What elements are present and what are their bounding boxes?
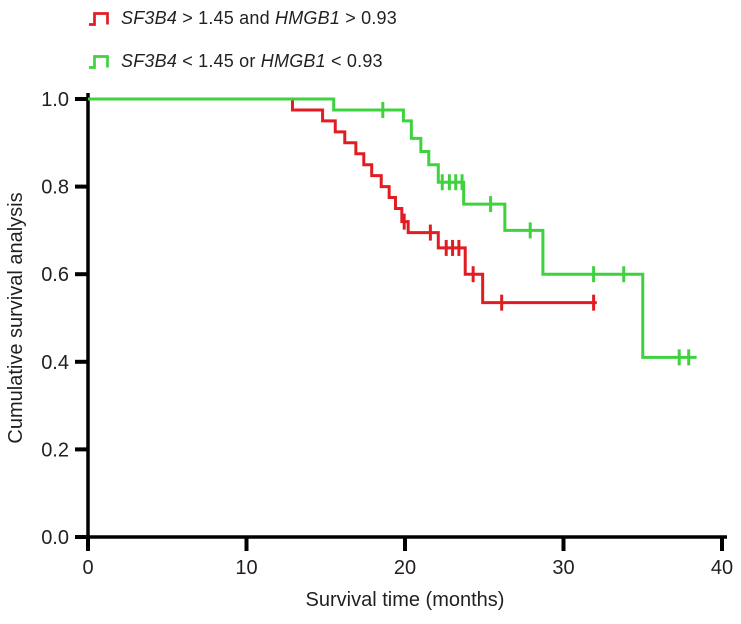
chart-legend: SF3B4 > 1.45 and HMGB1 > 0.93 SF3B4 < 1.4…: [88, 5, 397, 91]
red-survival-curve: [88, 97, 597, 305]
y-tick-label: 0.0: [41, 527, 69, 549]
x-tick-label: 20: [394, 557, 416, 579]
legend-label: SF3B4 > 1.45 and HMGB1 > 0.93: [121, 7, 397, 28]
y-tick-label: 0.8: [41, 177, 69, 199]
legend-label: SF3B4 < 1.45 or HMGB1 < 0.93: [121, 50, 383, 71]
y-tick-label: 1.0: [41, 89, 69, 111]
y-axis-title: Cumulative survival analysis: [5, 192, 27, 443]
step-line-swatch-icon: [89, 54, 109, 69]
y-tick-label: 0.4: [41, 352, 69, 374]
x-tick-label: 0: [82, 557, 93, 579]
x-tick-label: 30: [552, 557, 574, 579]
x-tick-label: 40: [711, 557, 733, 579]
y-tick-label: 0.6: [41, 264, 69, 286]
green-survival-curve: [88, 97, 697, 359]
step-line-swatch-icon: [89, 11, 109, 26]
y-tick-label: 0.2: [41, 439, 69, 461]
x-axis-title: Survival time (months): [306, 589, 505, 611]
legend-item-low-expression-group: SF3B4 < 1.45 or HMGB1 < 0.93: [88, 48, 397, 74]
x-tick-label: 10: [235, 557, 257, 579]
legend-item-high-expression-group: SF3B4 > 1.45 and HMGB1 > 0.93: [88, 5, 397, 31]
